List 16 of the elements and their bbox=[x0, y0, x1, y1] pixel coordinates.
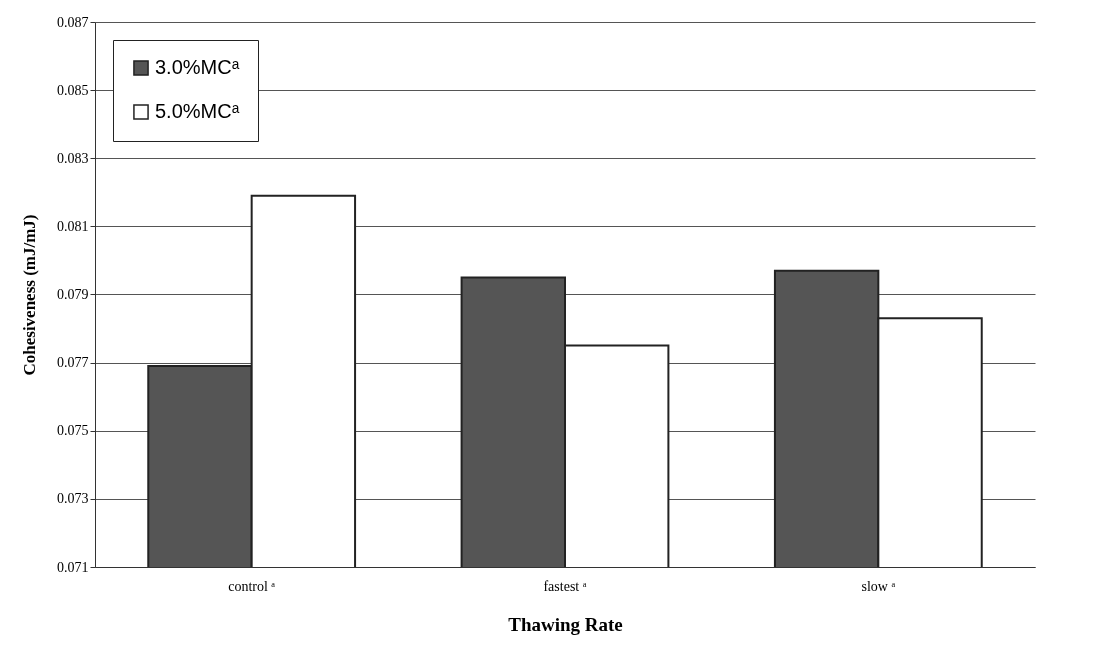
x-tick-label: fastest ᵃ bbox=[543, 578, 587, 594]
y-tick-label: 0.081 bbox=[57, 218, 89, 234]
y-tick-label: 0.083 bbox=[57, 150, 89, 166]
x-tick-label: slow ᵃ bbox=[861, 578, 896, 594]
y-tick-label: 0.085 bbox=[57, 82, 89, 98]
y-tick-label: 0.073 bbox=[57, 491, 89, 507]
x-axis-title: Thawing Rate bbox=[508, 613, 623, 635]
y-tick-label: 0.071 bbox=[57, 559, 89, 575]
legend-label: 5.0%MCᵃ bbox=[155, 100, 240, 122]
y-tick-label: 0.087 bbox=[57, 14, 89, 30]
y-axis-title: Cohesiveness (mJ/mJ) bbox=[20, 214, 39, 376]
y-tick-label: 0.077 bbox=[57, 355, 89, 371]
legend-label: 3.0%MCᵃ bbox=[155, 56, 240, 78]
y-tick-label: 0.075 bbox=[57, 423, 89, 439]
y-tick-label: 0.079 bbox=[57, 287, 89, 302]
x-tick-label: control ᵃ bbox=[228, 578, 276, 594]
